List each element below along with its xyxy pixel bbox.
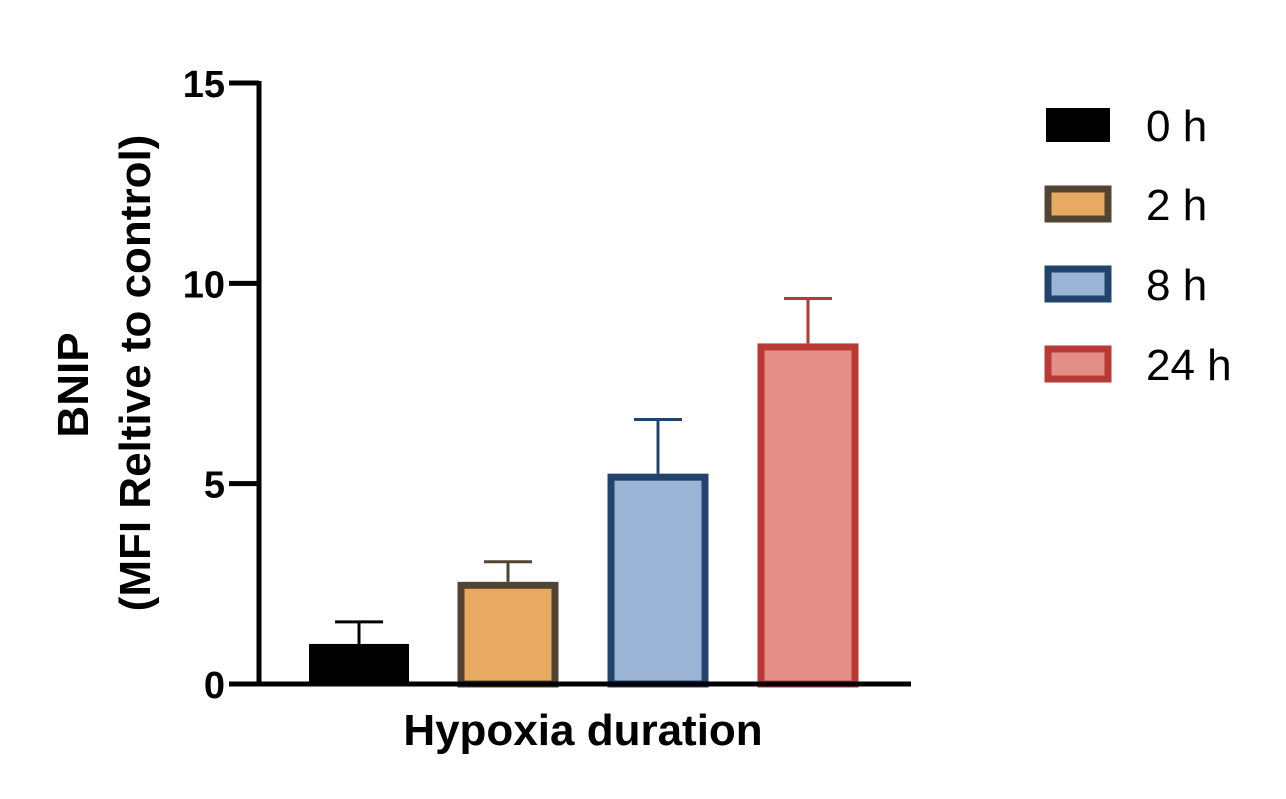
legend-swatch-1	[1044, 185, 1112, 223]
y-tick-label-0: 0	[204, 665, 225, 707]
bar-2	[607, 473, 709, 688]
legend-item-1: 2 h	[1044, 181, 1207, 230]
y-axis-title-line-2: (MFI Reltive to control)	[111, 135, 160, 612]
bar-0	[309, 643, 409, 684]
x-axis-title: Hypoxia duration	[403, 706, 762, 755]
bar-group-1	[457, 560, 559, 688]
legend-label-1: 2 h	[1146, 181, 1207, 230]
legend-item-2: 8 h	[1044, 261, 1207, 310]
legend-label-0: 0 h	[1146, 102, 1207, 151]
y-axis: 0 5 10 15	[183, 64, 262, 707]
legend-swatch-2	[1044, 265, 1112, 303]
legend-swatch-3	[1044, 345, 1112, 383]
x-axis: Hypoxia duration	[257, 681, 911, 755]
y-axis-title: BNIP (MFI Reltive to control)	[49, 135, 160, 612]
legend-swatch-0	[1046, 108, 1110, 142]
legend-label-2: 8 h	[1146, 261, 1207, 310]
legend-label-3: 24 h	[1146, 341, 1232, 390]
y-axis-title-line-1: BNIP	[49, 332, 98, 437]
legend: 0 h 2 h 8 h 24 h	[1044, 102, 1232, 390]
bar-1	[457, 581, 559, 688]
bar-group-2	[607, 418, 709, 688]
plot-area	[309, 297, 859, 688]
y-tick-label-3: 15	[183, 64, 225, 106]
bar-group-0	[309, 620, 409, 684]
legend-item-3: 24 h	[1044, 341, 1232, 390]
bar-group-3	[757, 297, 859, 688]
y-tick-label-2: 10	[183, 264, 225, 306]
legend-item-0: 0 h	[1046, 102, 1207, 151]
y-tick-label-1: 5	[204, 465, 225, 507]
bar-3	[757, 343, 859, 688]
